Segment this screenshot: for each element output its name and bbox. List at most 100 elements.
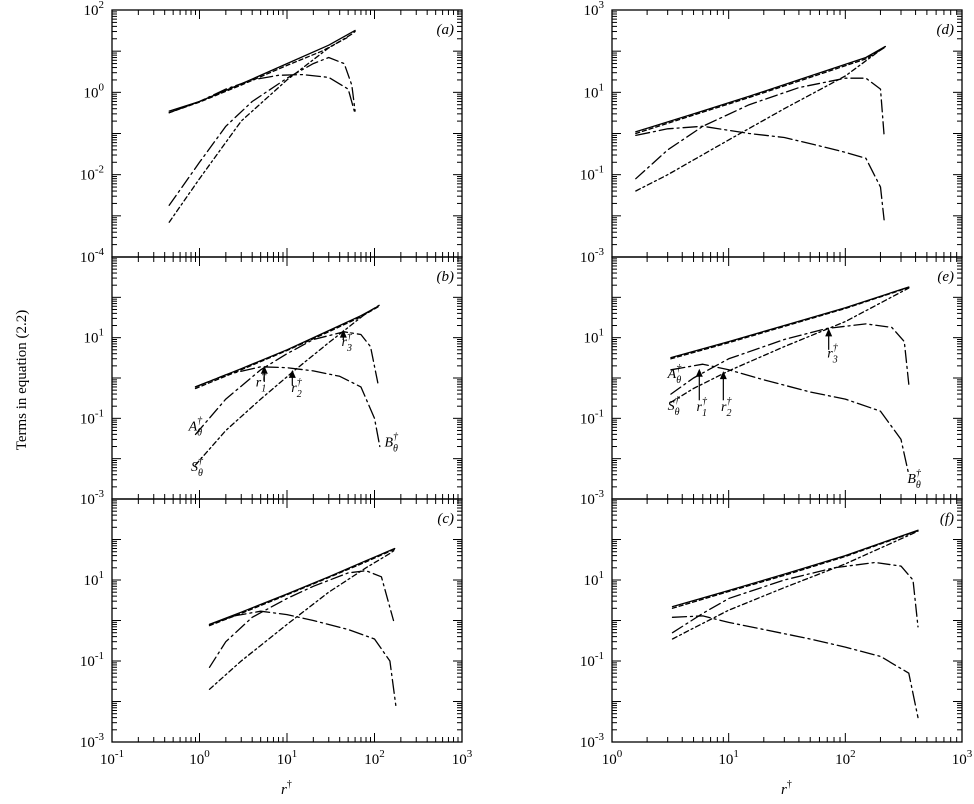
series-line-dash-dot xyxy=(670,323,910,395)
panel-label-f: (f) xyxy=(940,511,954,527)
series-line-dash-dot xyxy=(208,570,395,668)
series-line-long-dash-dot xyxy=(194,366,381,448)
panel-b-frame xyxy=(111,256,463,500)
series-line-dash-dot-dot xyxy=(635,45,886,192)
x-tick-label: 103 xyxy=(952,748,973,768)
x-tick-label: 100 xyxy=(189,748,210,768)
series-line-long-dash-dot xyxy=(635,125,885,221)
y-tick-label: 10-3 xyxy=(580,246,605,266)
panel-d-frame xyxy=(611,9,963,258)
y-tick-label: 10-4 xyxy=(80,246,105,266)
series-line-dash-dot-dot xyxy=(194,304,381,466)
series-line-solid xyxy=(635,45,886,133)
x-axis-label: r† xyxy=(281,779,292,798)
panel-f-curves xyxy=(671,529,919,719)
x-tick-label: 100 xyxy=(602,748,623,768)
x-tick-label: 101 xyxy=(277,748,298,768)
annotation-r3: r† 3 xyxy=(342,331,353,354)
series-line-dash-dot-dot xyxy=(671,530,919,640)
series-line-solid xyxy=(168,29,356,112)
y-tick-label: 10-2 xyxy=(80,164,104,184)
annotation-r3: r† 3 xyxy=(827,343,838,366)
y-tick-label: 10-1 xyxy=(580,407,604,427)
x-tick-label: 10-1 xyxy=(100,748,124,768)
series-line-dash-dot-dot xyxy=(208,549,396,690)
panel-e: 101 10-1 10-3 (e) A† θ S† θ B† θ r† 1 r† 2 r† 3 xyxy=(580,256,963,508)
annotation-arrowhead xyxy=(719,371,727,380)
figure-ylabel: Terms in equation (2.2) xyxy=(14,310,30,451)
annotation-r1: r†1 xyxy=(256,371,267,394)
y-tick-label: 102 xyxy=(84,0,105,19)
series-line-dash-dot-dot xyxy=(670,287,910,403)
y-tick-label: 101 xyxy=(584,327,605,347)
panel-b-ticks xyxy=(112,257,462,499)
series-line-dash-dot xyxy=(168,56,356,206)
y-tick-label: 101 xyxy=(584,81,605,101)
annotation-arrowhead xyxy=(695,368,703,377)
annotation-atheta: A† θ xyxy=(188,415,204,438)
y-tick-label: 10-3 xyxy=(580,731,605,751)
x-axis-label: r† xyxy=(781,779,792,798)
y-tick-label: 10-1 xyxy=(580,164,604,184)
series-line-dashed xyxy=(168,36,349,114)
panel-c-curves xyxy=(208,547,397,707)
series-line-solid xyxy=(670,286,910,359)
y-tick-label: 101 xyxy=(84,327,105,347)
annotation-stheta: S† θ xyxy=(191,456,204,479)
x-tick-label: 101 xyxy=(718,748,739,768)
panel-b: 101 10-1 10-3 (b) A†θ S†θ B†θ r†1 r†2 r†3 xyxy=(80,256,463,508)
panel-e-ticks xyxy=(612,257,962,499)
series-line-long-dash-dot xyxy=(671,615,919,719)
series-line-dash-dot xyxy=(194,331,379,436)
y-tick-label: 10-3 xyxy=(80,488,105,508)
annotation-arrowhead xyxy=(825,328,833,337)
x-tick-label: 103 xyxy=(452,748,473,768)
panel-a: 102 100 10-2 10-4 (a) xyxy=(80,0,463,266)
panel-f-ticks xyxy=(612,499,962,742)
annotation-r2: r† 2 xyxy=(291,377,302,400)
annotation-btheta: B† θ xyxy=(907,468,922,491)
annotation-r1: r†1 xyxy=(696,396,707,419)
series-line-solid xyxy=(194,305,379,388)
annotation-arrowhead xyxy=(260,365,268,374)
y-tick-label: 100 xyxy=(84,81,105,101)
y-tick-label: 101 xyxy=(584,569,605,589)
panel-a-ticks xyxy=(112,10,462,257)
panel-d-curves xyxy=(635,45,886,221)
panel-label-d: (d) xyxy=(937,22,955,38)
panel-d: 103 101 10-1 10-3 (d) xyxy=(580,0,963,266)
series-line-long-dash-dot xyxy=(208,610,397,707)
panel-label-e: (e) xyxy=(937,269,954,285)
y-tick-label: 10-3 xyxy=(80,731,105,751)
y-tick-label: 10-3 xyxy=(580,488,605,508)
panel-b-curves xyxy=(194,304,381,466)
series-line-solid xyxy=(208,547,396,626)
series-line-dashed xyxy=(671,530,919,609)
panel-f-frame xyxy=(611,498,963,743)
series-line-long-dash-dot xyxy=(168,73,356,115)
y-tick-label: 10-1 xyxy=(80,650,104,670)
y-tick-label: 101 xyxy=(84,569,105,589)
panel-c-ticks xyxy=(112,499,462,742)
panel-label-a: (a) xyxy=(437,22,455,38)
series-line-dashed xyxy=(670,286,910,360)
annotation-atheta: A† θ xyxy=(667,363,683,386)
panel-a-curves xyxy=(168,29,356,223)
series-line-dash-dot xyxy=(635,77,885,180)
panel-label-b: (b) xyxy=(437,269,455,285)
annotation-stheta: S† θ xyxy=(668,395,681,418)
series-line-long-dash-dot xyxy=(670,363,910,476)
panel-d-ticks xyxy=(612,10,962,257)
panel-e-frame xyxy=(611,256,963,500)
panel-a-frame xyxy=(111,9,463,258)
series-line-dashed xyxy=(635,46,886,135)
annotation-btheta: B† θ xyxy=(384,432,399,455)
x-tick-label: 102 xyxy=(835,748,856,768)
series-line-solid xyxy=(671,529,919,608)
series-line-dash-dot-dot xyxy=(168,30,356,223)
annotation-r2: r† 2 xyxy=(721,396,732,419)
